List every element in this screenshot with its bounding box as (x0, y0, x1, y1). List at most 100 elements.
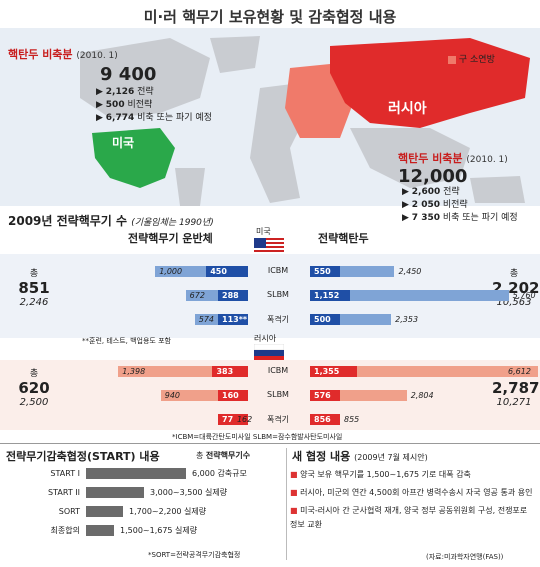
start-footnote: *SORT=전략공격무기감축협정 (148, 551, 241, 559)
ru-stock-item: ▶ 2,600 전략 (402, 187, 460, 197)
start-row-name: START I (50, 469, 80, 478)
start-rows: START I 6,000 감축규모 START II 3,000~3,500 실제량… (0, 468, 270, 548)
start-row-name: SORT (58, 507, 80, 516)
us-stock-item: ▶ 500 비전략 (96, 100, 153, 110)
warhead-2009-label: 856 (314, 415, 331, 424)
warhead-1990-label: 5,760 (512, 291, 536, 300)
delivery-2009-label: 160 (222, 391, 239, 400)
warhead-2009-label: 550 (314, 267, 331, 276)
strategic-title: 2009년 전략핵무기 수 (기울임체는 1990년) (8, 214, 214, 228)
delivery-2009-bar (206, 266, 248, 277)
category-label: ICBM (267, 266, 289, 275)
new-treaty-item: 러시아, 미군의 연간 4,500회 아프간 병력수송시 자국 영공 통과 용인 (290, 486, 536, 500)
delivery-2009-label: 383 (216, 367, 234, 376)
us-stock-total: 9 400 (100, 64, 157, 85)
warhead-1990-label: 6,612 (508, 367, 531, 376)
warhead-2009-bar (310, 414, 340, 425)
warhead-1990-label: 855 (344, 415, 360, 424)
warhead-2009-bar (310, 366, 357, 377)
strategic-footnote: *ICBM=대륙간탄도미사일 SLBM=잠수함발사탄도미사일 (172, 433, 343, 441)
ru-flag-label: 러시아 (254, 334, 277, 343)
warhead-1990-label: 2,353 (395, 315, 419, 324)
warhead-2009-label: 576 (314, 391, 331, 400)
start-row-bar (86, 468, 186, 479)
start-row-name: START II (48, 488, 80, 497)
delivery-1990-label: 672 (189, 291, 205, 300)
russia-map-label: 러시아 (388, 101, 427, 117)
col-left-header: 전략핵무기 운반체 (128, 232, 213, 245)
ru-stock-item: ▶ 2 050 비전략 (402, 200, 468, 210)
warhead-2009-label: 1,355 (314, 367, 340, 376)
warhead-2009-bar (310, 266, 340, 277)
start-row-text: 1,700~2,200 실제량 (129, 507, 207, 516)
us-stock-item: ▶ 2,126 전략 (96, 87, 154, 97)
divider (0, 443, 540, 444)
delivery-1990-label: 940 (164, 391, 181, 400)
page-title: 미·러 핵무기 보유현황 및 감축협정 내용 (143, 8, 397, 26)
ru-stock-total: 12,000 (398, 166, 468, 187)
us-bars: 1,000 450 ICBM 550 2,450 672 288 SLBM 1,152 5,760… (0, 262, 540, 334)
ru-stock-item: ▶ 7 350 비축 또는 파기 예정 (402, 213, 518, 223)
ru-delivery-total: 총 620 2,500 (18, 369, 50, 408)
source: (자료:미과학자연맹(FAS)) (426, 553, 504, 561)
us-stock-item: ▶ 6,774 비축 또는 파기 예정 (96, 113, 212, 123)
warhead-1990-bar (310, 314, 392, 325)
start-row-bar (86, 506, 123, 517)
delivery-1990-label: 162 (236, 415, 253, 424)
us-delivery-total: 총 851 2,246 (18, 269, 50, 308)
us-shape (92, 128, 175, 188)
delivery-1990-bar (160, 390, 248, 401)
map-section: 핵탄두 비축분 (2010. 1) 9 400 ▶ 2,126 전략 ▶ 500… (0, 28, 540, 206)
start-row-bar (86, 525, 114, 536)
delivery-2009-bar (218, 390, 248, 401)
warhead-1990-bar (310, 366, 538, 377)
former-soviet-legend: 구 소연방 (448, 52, 495, 65)
delivery-1990-bar (155, 266, 248, 277)
us-stock-heading: 핵탄두 비축분 (2010. 1) (8, 48, 118, 61)
delivery-2009-label: 288 (222, 291, 239, 300)
delivery-2009-bar (212, 366, 248, 377)
warhead-1990-bar (310, 390, 407, 401)
start-row-name: 최종합의 (50, 526, 80, 535)
new-treaty-title: 새 협정 내용 (2009년 7월 제시안) (292, 450, 428, 463)
category-label: SLBM (267, 290, 289, 299)
warhead-2009-label: 500 (314, 315, 331, 324)
russia-shape (330, 38, 530, 128)
start-row-text: 3,000~3,500 실제량 (150, 488, 228, 497)
warhead-2009-bar (310, 290, 350, 301)
new-treaty-item: 미국-러시아 간 군사협력 재개, 양국 정부 공동위원회 구성, 전쟁포로 정… (290, 504, 536, 532)
warhead-2009-bar (310, 314, 340, 325)
delivery-2009-bar (218, 290, 248, 301)
category-label: 폭격기 (266, 315, 290, 324)
warhead-2009-label: 1,152 (314, 291, 340, 300)
delivery-2009-label: 113** (222, 315, 248, 324)
start-title: 전략무기감축협정(START) 내용 (6, 450, 160, 463)
warhead-1990-label: 2,450 (398, 267, 422, 276)
delivery-2009-label: 450 (210, 267, 227, 276)
delivery-1990-label: 574 (198, 315, 215, 324)
ru-bars: 1,398 383 ICBM 1,355 6,612 940 160 SLBM 576 2,804… (0, 362, 540, 430)
delivery-1990-label: 1,000 (159, 267, 183, 276)
warhead-2009-bar (310, 390, 340, 401)
warhead-1990-bar (310, 266, 395, 277)
us-footnote: **훈련, 테스트, 백업용도 포함 (82, 337, 171, 345)
ru-stock-items: ▶ 2,600 전략 ▶ 2 050 비전략 ▶ 7 350 비축 또는 파기 … (402, 186, 518, 225)
new-treaty-list: 양국 보유 핵무기를 1,500~1,675 기로 대폭 감축 러시아, 미군의… (290, 468, 536, 532)
start-legend: 총 전략핵무기수 (196, 451, 251, 460)
start-row-bar (86, 487, 144, 498)
ru-flag-icon (254, 344, 284, 362)
delivery-2009-bar (218, 414, 248, 425)
us-map-label: 미국 (112, 136, 135, 150)
warhead-1990-bar (310, 290, 509, 301)
start-row-text: 6,000 감축규모 (192, 469, 247, 478)
col-right-header: 전략핵탄두 (318, 232, 369, 245)
us-stock-items: ▶ 2,126 전략 ▶ 500 비전략 ▶ 6,774 비축 또는 파기 예정 (96, 86, 212, 125)
new-treaty-item: 양국 보유 핵무기를 1,500~1,675 기로 대폭 감축 (290, 468, 536, 482)
category-label: ICBM (267, 366, 289, 375)
warhead-1990-label: 2,804 (410, 391, 434, 400)
delivery-1990-label: 1,398 (122, 367, 146, 376)
delivery-1990-bar (118, 366, 248, 377)
us-flag-label: 미국 (256, 227, 271, 236)
column-divider (286, 448, 287, 560)
